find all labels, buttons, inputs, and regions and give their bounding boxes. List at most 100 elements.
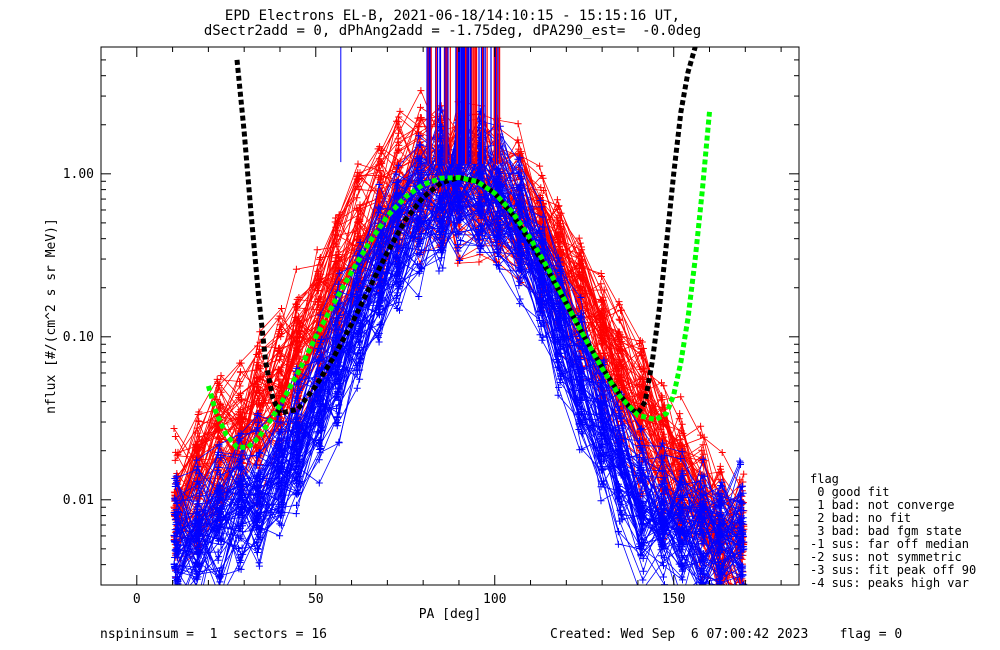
data-point-marker — [418, 264, 426, 272]
data-point-marker — [637, 589, 644, 596]
data-point-marker — [679, 609, 686, 616]
data-point-marker — [417, 87, 425, 95]
data-point-marker — [356, 232, 364, 240]
data-point-marker — [575, 234, 583, 242]
data-point-marker — [514, 120, 522, 128]
data-point-marker — [295, 322, 303, 330]
data-point-marker — [457, 237, 465, 244]
data-point-marker — [375, 181, 383, 188]
data-point-marker — [475, 258, 483, 266]
data-point-marker — [738, 593, 745, 600]
y-tick-label: 0.10 — [63, 330, 94, 345]
data-point-marker — [278, 305, 285, 312]
data-point-marker — [175, 595, 182, 602]
data-point-marker — [538, 172, 546, 179]
data-point-marker — [416, 141, 424, 149]
data-point-marker — [740, 470, 748, 478]
data-point-marker — [454, 247, 462, 255]
data-point-marker — [217, 594, 224, 601]
data-point-marker — [454, 241, 462, 249]
data-point-marker — [216, 585, 223, 592]
data-point-marker — [192, 601, 199, 608]
data-point-marker — [639, 378, 647, 386]
data-point-marker — [172, 617, 179, 624]
data-point-marker — [314, 280, 322, 288]
data-point-marker — [516, 277, 524, 285]
data-point-marker — [496, 226, 504, 234]
data-point-marker — [253, 374, 261, 382]
data-point-marker — [195, 408, 203, 416]
data-point-marker — [496, 265, 504, 273]
data-point-marker — [736, 594, 743, 601]
data-point-marker — [333, 243, 341, 251]
y-axis-label: nflux [#/(cm^2 s sr MeV)] — [44, 218, 59, 414]
data-point-marker — [615, 365, 623, 373]
data-point-marker — [334, 251, 342, 258]
data-point-marker — [536, 197, 544, 205]
data-point-marker — [599, 480, 607, 488]
data-point-marker — [353, 384, 361, 392]
data-point-marker — [578, 445, 586, 453]
data-point-marker — [253, 383, 261, 391]
data-point-marker — [194, 463, 202, 471]
data-point-marker — [394, 138, 402, 146]
data-point-marker — [355, 186, 363, 194]
data-point-marker — [254, 549, 261, 556]
data-point-marker — [396, 107, 404, 115]
data-point-marker — [515, 150, 523, 158]
data-point-marker — [439, 264, 447, 272]
data-point-marker — [740, 606, 747, 613]
data-point-marker — [313, 246, 321, 254]
data-point-marker — [333, 220, 341, 228]
data-point-marker — [375, 161, 383, 169]
data-point-marker — [315, 456, 323, 464]
flag-legend-item: -4 sus: peaks high var — [810, 576, 969, 590]
data-point-marker — [216, 597, 223, 604]
data-point-marker — [193, 599, 200, 606]
data-point-marker — [276, 326, 284, 333]
data-point-marker — [700, 433, 708, 441]
data-point-marker — [375, 338, 383, 346]
data-point-marker — [314, 287, 322, 295]
data-point-marker — [697, 589, 704, 596]
data-point-marker — [295, 473, 303, 480]
data-point-marker — [254, 411, 261, 419]
data-point-marker — [277, 381, 285, 389]
data-point-marker — [638, 527, 646, 535]
data-point-marker — [636, 363, 643, 371]
data-point-marker — [173, 611, 180, 618]
data-point-marker — [658, 493, 665, 501]
data-point-marker — [195, 582, 197, 585]
data-point-marker — [658, 396, 665, 404]
data-point-marker — [236, 556, 244, 564]
data-point-marker — [738, 591, 745, 598]
data-point-marker — [676, 463, 684, 470]
data-point-marker — [676, 455, 684, 462]
data-point-marker — [274, 315, 282, 323]
data-point-marker — [515, 139, 523, 147]
data-point-marker — [618, 402, 626, 410]
data-point-marker — [615, 298, 623, 306]
data-point-marker — [276, 368, 284, 375]
data-point-marker — [614, 378, 622, 386]
data-point-marker — [718, 586, 725, 593]
data-point-marker — [658, 403, 666, 411]
data-point-marker — [237, 430, 245, 437]
data-point-marker — [215, 441, 223, 449]
data-point-marker — [292, 265, 300, 273]
data-point-marker — [235, 478, 243, 486]
data-point-marker — [333, 392, 341, 400]
data-point-marker — [195, 433, 203, 441]
data-point-marker — [515, 282, 523, 290]
data-point-marker — [195, 418, 203, 425]
data-point-marker — [718, 596, 725, 603]
data-point-marker — [214, 463, 222, 471]
data-point-marker — [638, 338, 646, 346]
data-point-marker — [660, 573, 667, 581]
data-point-marker — [236, 382, 244, 390]
data-point-marker — [214, 378, 222, 386]
data-point-marker — [698, 581, 706, 585]
data-point-marker — [597, 404, 605, 412]
data-point-marker — [295, 294, 303, 301]
data-point-marker — [614, 331, 622, 339]
